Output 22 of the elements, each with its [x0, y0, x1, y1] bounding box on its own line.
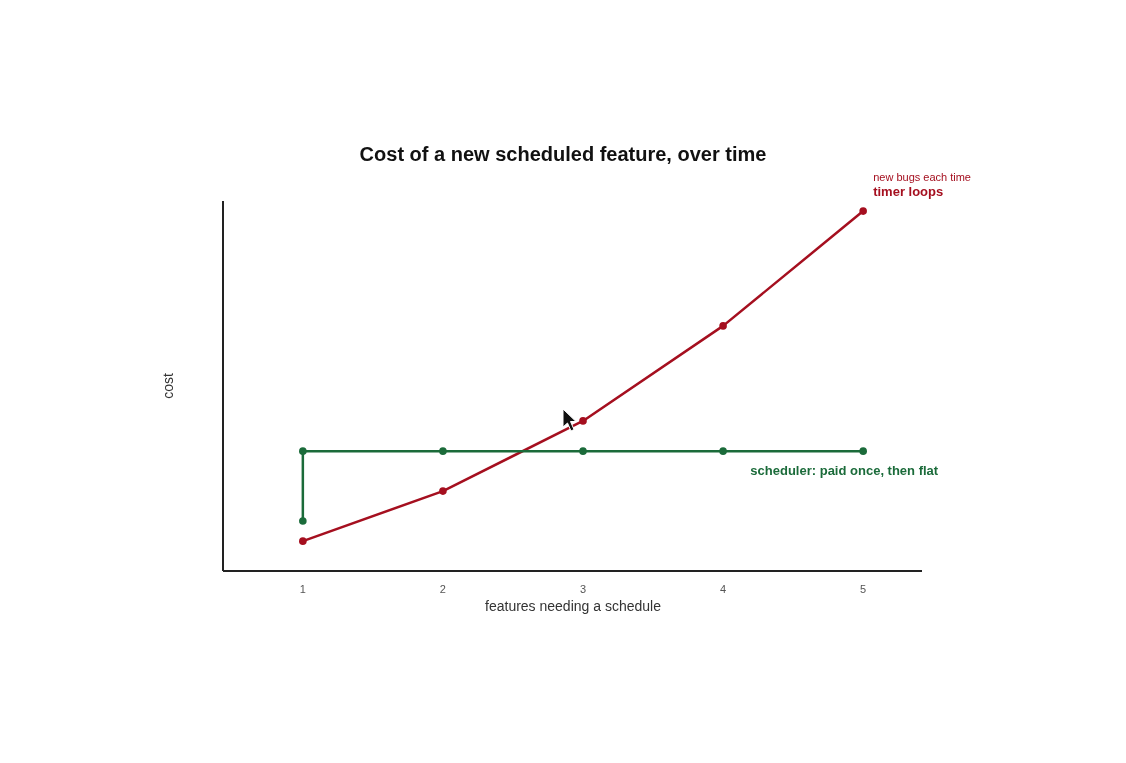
x-tick-label: 5 [860, 583, 867, 595]
point [579, 447, 587, 455]
text: new bugs each time [873, 171, 972, 184]
y-axis-title: cost [160, 373, 176, 399]
x-axis-title: features needing a schedule [485, 598, 662, 614]
point [299, 537, 307, 545]
point [719, 447, 727, 455]
series-label: scheduler: paid once, then flat [750, 463, 939, 479]
point [859, 447, 867, 455]
point [719, 322, 727, 330]
point [579, 417, 587, 425]
series-label: timer loops [873, 184, 944, 200]
x-tick-label: 4 [720, 583, 727, 595]
point [439, 487, 447, 495]
x-tick-label: 2 [439, 583, 446, 595]
point [859, 207, 867, 215]
point [299, 447, 307, 455]
point [299, 517, 307, 525]
point [439, 447, 447, 455]
x-tick-label: 3 [579, 583, 587, 595]
chart-title: Cost of a new scheduled feature, over time [359, 143, 767, 165]
x-tick-label: 1 [299, 583, 306, 595]
